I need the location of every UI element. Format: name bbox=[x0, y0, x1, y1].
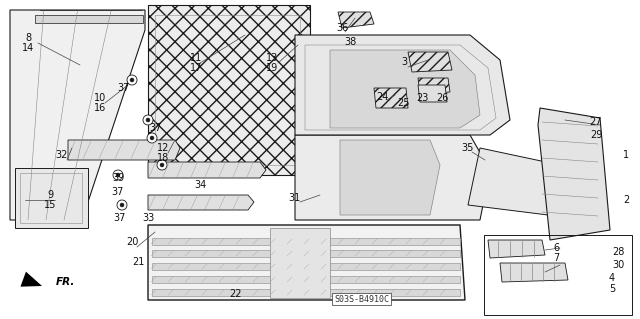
Text: 24: 24 bbox=[376, 92, 388, 102]
Bar bbox=[152, 238, 460, 245]
Text: 14: 14 bbox=[22, 43, 34, 53]
Circle shape bbox=[116, 173, 120, 177]
Bar bbox=[484, 235, 632, 315]
Text: 4: 4 bbox=[609, 273, 615, 283]
Text: 28: 28 bbox=[612, 247, 624, 257]
Circle shape bbox=[146, 118, 150, 122]
Text: 31: 31 bbox=[288, 193, 300, 203]
Bar bbox=[152, 250, 460, 257]
Polygon shape bbox=[468, 148, 560, 215]
Text: 1: 1 bbox=[623, 150, 629, 160]
Text: 21: 21 bbox=[132, 257, 144, 267]
Text: 20: 20 bbox=[126, 237, 138, 247]
Polygon shape bbox=[10, 10, 145, 220]
Text: 18: 18 bbox=[157, 153, 169, 163]
Text: 11: 11 bbox=[190, 53, 202, 63]
Circle shape bbox=[113, 170, 123, 180]
Polygon shape bbox=[270, 228, 330, 298]
Text: 32: 32 bbox=[56, 150, 68, 160]
Text: 6: 6 bbox=[553, 243, 559, 253]
Text: FR.: FR. bbox=[56, 277, 76, 287]
Polygon shape bbox=[374, 88, 408, 108]
Polygon shape bbox=[488, 240, 545, 258]
Text: 3: 3 bbox=[401, 57, 407, 67]
Bar bbox=[35, 15, 143, 23]
Polygon shape bbox=[68, 140, 180, 160]
Circle shape bbox=[160, 163, 164, 167]
Circle shape bbox=[120, 203, 124, 207]
Polygon shape bbox=[408, 52, 452, 72]
Text: 36: 36 bbox=[336, 23, 348, 33]
Text: 8: 8 bbox=[25, 33, 31, 43]
Polygon shape bbox=[338, 12, 374, 28]
Circle shape bbox=[150, 136, 154, 140]
Text: 37: 37 bbox=[114, 213, 126, 223]
Text: 15: 15 bbox=[44, 200, 56, 210]
Text: 35: 35 bbox=[462, 143, 474, 153]
Polygon shape bbox=[148, 195, 254, 210]
Text: 34: 34 bbox=[194, 180, 206, 190]
Text: 25: 25 bbox=[397, 98, 410, 108]
Circle shape bbox=[147, 133, 157, 143]
Circle shape bbox=[117, 200, 127, 210]
Polygon shape bbox=[295, 35, 510, 135]
Text: 39: 39 bbox=[112, 173, 124, 183]
Text: 9: 9 bbox=[47, 190, 53, 200]
Polygon shape bbox=[418, 85, 447, 102]
Bar bbox=[152, 276, 460, 283]
Text: 2: 2 bbox=[623, 195, 629, 205]
Text: 23: 23 bbox=[416, 93, 428, 103]
Text: 10: 10 bbox=[94, 93, 106, 103]
Polygon shape bbox=[20, 272, 42, 287]
Bar bbox=[152, 289, 460, 296]
Text: 33: 33 bbox=[142, 213, 154, 223]
Text: 17: 17 bbox=[190, 63, 202, 73]
Text: 37: 37 bbox=[118, 83, 130, 93]
Text: 29: 29 bbox=[590, 130, 602, 140]
Text: 26: 26 bbox=[436, 93, 448, 103]
Polygon shape bbox=[538, 108, 610, 240]
Circle shape bbox=[127, 75, 137, 85]
Bar bbox=[20, 173, 82, 223]
Circle shape bbox=[157, 160, 167, 170]
Text: 13: 13 bbox=[266, 53, 278, 63]
Polygon shape bbox=[148, 162, 266, 178]
Text: 30: 30 bbox=[612, 260, 624, 270]
Text: S03S-B4910C: S03S-B4910C bbox=[334, 295, 389, 304]
Polygon shape bbox=[330, 50, 480, 128]
Text: 7: 7 bbox=[553, 253, 559, 263]
Text: 38: 38 bbox=[344, 37, 356, 47]
Text: 37: 37 bbox=[112, 187, 124, 197]
Polygon shape bbox=[418, 78, 450, 94]
Polygon shape bbox=[148, 5, 310, 175]
Polygon shape bbox=[500, 263, 568, 282]
Polygon shape bbox=[295, 135, 490, 220]
Polygon shape bbox=[340, 140, 440, 215]
Circle shape bbox=[143, 115, 153, 125]
Text: 16: 16 bbox=[94, 103, 106, 113]
Polygon shape bbox=[15, 168, 88, 228]
Polygon shape bbox=[148, 225, 465, 300]
Text: 5: 5 bbox=[609, 284, 615, 294]
Text: 37: 37 bbox=[150, 123, 162, 133]
Text: 27: 27 bbox=[589, 117, 602, 127]
Text: 19: 19 bbox=[266, 63, 278, 73]
Text: 12: 12 bbox=[157, 143, 169, 153]
Text: 22: 22 bbox=[228, 289, 241, 299]
Bar bbox=[152, 263, 460, 270]
Circle shape bbox=[130, 78, 134, 82]
